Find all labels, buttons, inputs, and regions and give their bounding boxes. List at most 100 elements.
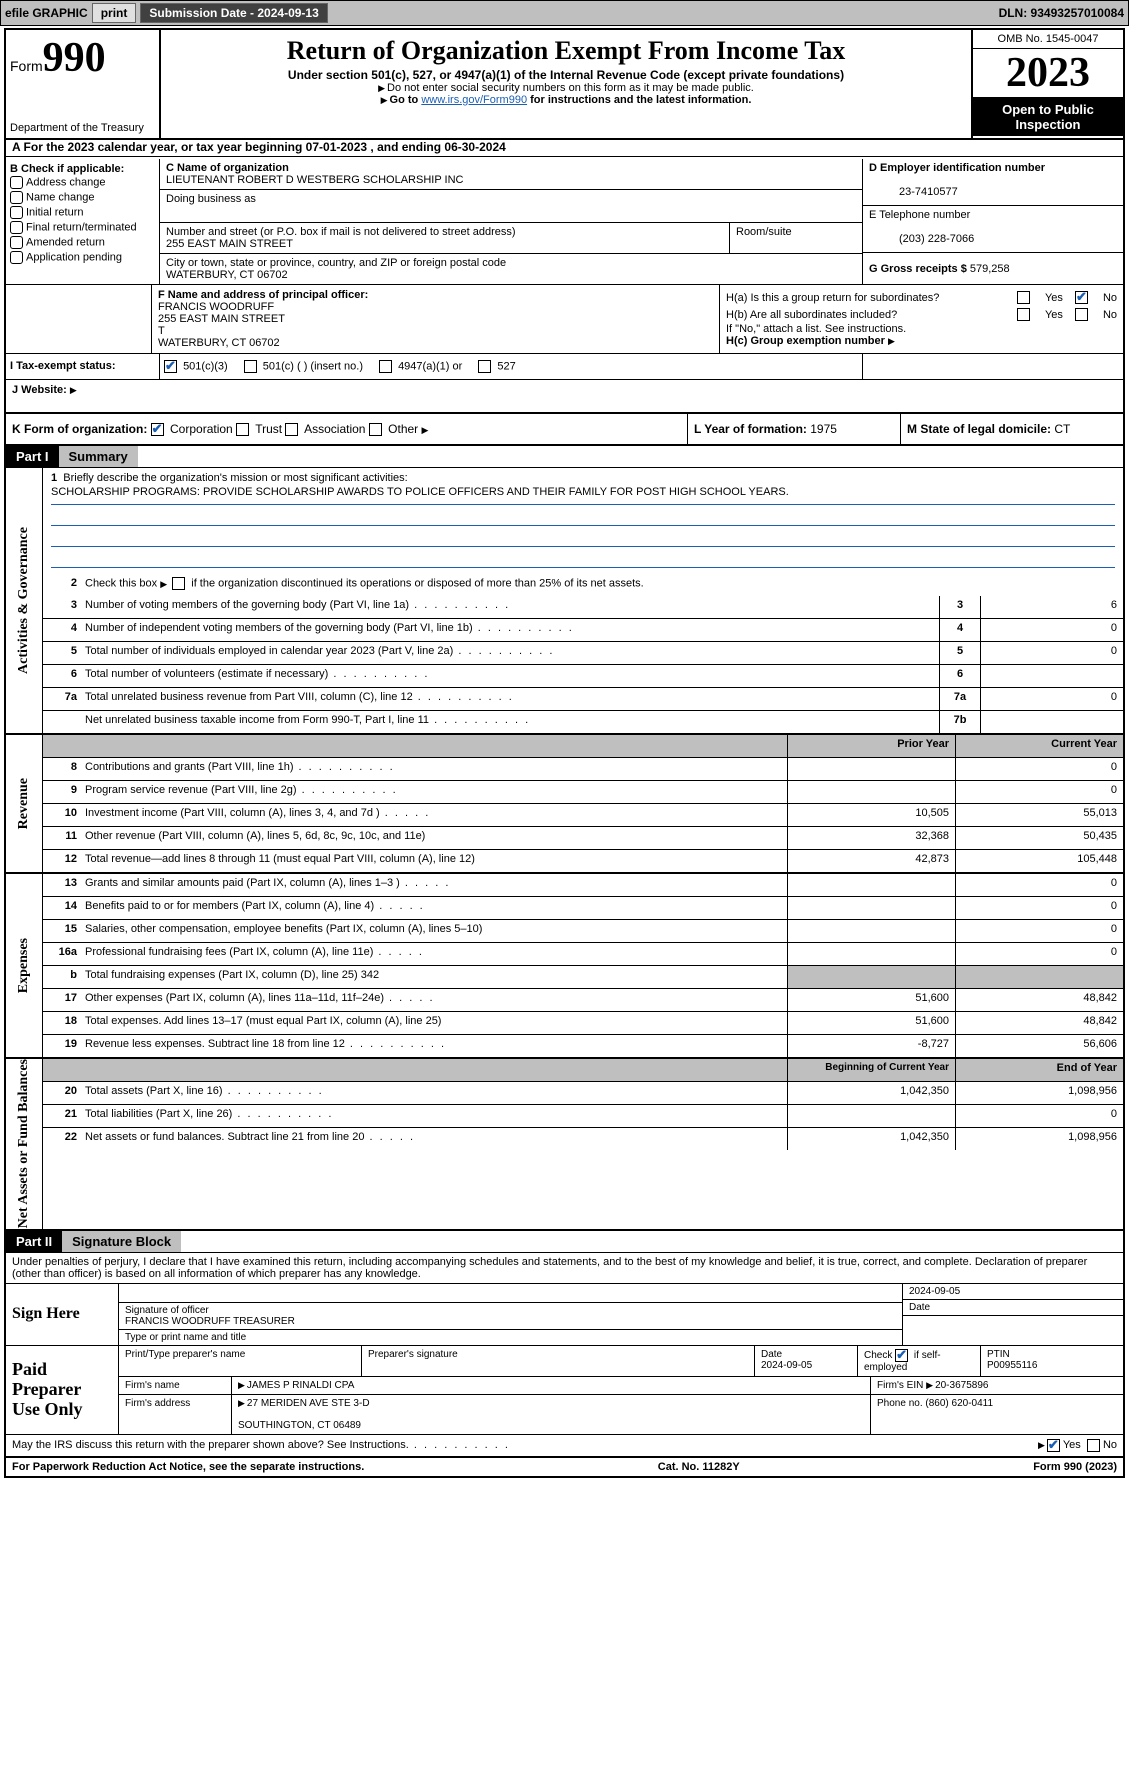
irs-link[interactable]: www.irs.gov/Form990 xyxy=(421,94,527,106)
chk-amended-return[interactable] xyxy=(10,236,23,249)
val-p11: 32,368 xyxy=(787,827,955,849)
sign-date: 2024-09-05 xyxy=(903,1284,1123,1300)
val-c21: 0 xyxy=(955,1105,1123,1127)
chk-527[interactable] xyxy=(478,360,491,373)
chk-corp[interactable] xyxy=(151,423,164,436)
firm-addr2: SOUTHINGTON, CT 06489 xyxy=(238,1420,361,1431)
chk-501c3[interactable] xyxy=(164,360,177,373)
tax-year: 2023 xyxy=(973,49,1123,98)
chk-trust[interactable] xyxy=(236,423,249,436)
section-bcde: B Check if applicable: Address change Na… xyxy=(6,159,1123,284)
paid-preparer-section: Paid Preparer Use Only Print/Type prepar… xyxy=(6,1346,1123,1435)
chk-discontinued[interactable] xyxy=(172,577,185,590)
val-p19: -8,727 xyxy=(787,1035,955,1057)
part-i-header: Part ISummary xyxy=(6,446,1123,468)
val-p12: 42,873 xyxy=(787,850,955,872)
val-c18: 48,842 xyxy=(955,1012,1123,1034)
summary-revenue: Revenue Prior Year Current Year 8Contrib… xyxy=(6,735,1123,874)
form-header: Form990 Department of the Treasury Inter… xyxy=(6,30,1123,140)
val-5: 0 xyxy=(980,642,1123,664)
section-fh: F Name and address of principal officer:… xyxy=(6,284,1123,353)
chk-ha-yes[interactable] xyxy=(1017,291,1030,304)
val-c10: 55,013 xyxy=(955,804,1123,826)
val-c11: 50,435 xyxy=(955,827,1123,849)
val-c19: 56,606 xyxy=(955,1035,1123,1057)
section-f-officer: F Name and address of principal officer:… xyxy=(152,285,720,353)
chk-501c-other[interactable] xyxy=(244,360,257,373)
chk-initial-return[interactable] xyxy=(10,206,23,219)
chk-address-change[interactable] xyxy=(10,176,23,189)
dln-label: DLN: 93493257010084 xyxy=(999,6,1124,20)
org-city: WATERBURY, CT 06702 xyxy=(166,269,288,281)
val-c9: 0 xyxy=(955,781,1123,803)
top-toolbar: efile GRAPHIC print Submission Date - 20… xyxy=(0,0,1129,26)
chk-assoc[interactable] xyxy=(285,423,298,436)
officer-name: FRANCIS WOODRUFF TREASURER xyxy=(125,1316,295,1327)
chk-application-pending[interactable] xyxy=(10,251,23,264)
val-p10: 10,505 xyxy=(787,804,955,826)
chk-ha-no[interactable] xyxy=(1075,291,1088,304)
ein: 23-7410577 xyxy=(869,186,958,198)
col-c-org-info: C Name of organization LIEUTENANT ROBERT… xyxy=(160,159,863,284)
firm-name: JAMES P RINALDI CPA xyxy=(247,1380,354,1391)
declaration-text: Under penalties of perjury, I declare th… xyxy=(6,1253,1123,1283)
summary-net-assets: Net Assets or Fund Balances Beginning of… xyxy=(6,1059,1123,1230)
summary-expenses: Expenses 13Grants and similar amounts pa… xyxy=(6,874,1123,1059)
year-formation: 1975 xyxy=(810,422,837,436)
sign-here-section: Sign Here Signature of officerFRANCIS WO… xyxy=(6,1283,1123,1346)
org-name: LIEUTENANT ROBERT D WESTBERG SCHOLARSHIP… xyxy=(166,174,463,186)
row-klm: K Form of organization: Corporation Trus… xyxy=(6,414,1123,446)
chk-self-employed[interactable] xyxy=(895,1349,908,1362)
val-3: 6 xyxy=(980,596,1123,618)
chk-final-return[interactable] xyxy=(10,221,23,234)
chk-4947[interactable] xyxy=(379,360,392,373)
row-i-tax-status: I Tax-exempt status: 501(c)(3) 501(c) ( … xyxy=(6,353,1123,379)
omb-number: OMB No. 1545-0047 xyxy=(973,30,1123,49)
subtitle-1: Under section 501(c), 527, or 4947(a)(1)… xyxy=(169,68,963,82)
print-button[interactable]: print xyxy=(92,3,137,23)
prep-date: 2024-09-05 xyxy=(761,1360,812,1371)
col-b-checkboxes: B Check if applicable: Address change Na… xyxy=(6,159,160,284)
col-de: D Employer identification number 23-7410… xyxy=(863,159,1123,284)
val-c15: 0 xyxy=(955,920,1123,942)
mission-text: SCHOLARSHIP PROGRAMS: PROVIDE SCHOLARSHI… xyxy=(51,486,1115,505)
val-p18: 51,600 xyxy=(787,1012,955,1034)
state-domicile: CT xyxy=(1054,422,1070,436)
form-footer: For Paperwork Reduction Act Notice, see … xyxy=(6,1458,1123,1476)
chk-discuss-yes[interactable] xyxy=(1047,1439,1060,1452)
chk-discuss-no[interactable] xyxy=(1087,1439,1100,1452)
org-street: 255 EAST MAIN STREET xyxy=(166,238,293,250)
chk-hb-no[interactable] xyxy=(1075,308,1088,321)
form-number: Form990 xyxy=(10,34,155,82)
summary-governance: Activities & Governance 1 Briefly descri… xyxy=(6,468,1123,735)
val-4: 0 xyxy=(980,619,1123,641)
row-a-tax-year: A For the 2023 calendar year, or tax yea… xyxy=(6,138,1123,157)
section-h: H(a) Is this a group return for subordin… xyxy=(720,285,1123,353)
chk-other[interactable] xyxy=(369,423,382,436)
val-p22: 1,042,350 xyxy=(787,1128,955,1150)
chk-name-change[interactable] xyxy=(10,191,23,204)
val-c8: 0 xyxy=(955,758,1123,780)
row-j-website: J Website: xyxy=(6,379,1123,414)
val-7a: 0 xyxy=(980,688,1123,710)
val-c12: 105,448 xyxy=(955,850,1123,872)
form-title: Return of Organization Exempt From Incom… xyxy=(169,36,963,66)
val-c22: 1,098,956 xyxy=(955,1128,1123,1150)
val-p17: 51,600 xyxy=(787,989,955,1011)
val-c17: 48,842 xyxy=(955,989,1123,1011)
dept-treasury: Department of the Treasury xyxy=(10,122,155,134)
val-c16a: 0 xyxy=(955,943,1123,965)
form-990-container: Form990 Department of the Treasury Inter… xyxy=(4,28,1125,1478)
submission-date: Submission Date - 2024-09-13 xyxy=(140,3,327,23)
discuss-row: May the IRS discuss this return with the… xyxy=(6,1435,1123,1458)
chk-hb-yes[interactable] xyxy=(1017,308,1030,321)
gross-receipts: 579,258 xyxy=(970,263,1010,275)
val-6 xyxy=(980,665,1123,687)
firm-phone: (860) 620-0411 xyxy=(925,1398,993,1409)
val-c13: 0 xyxy=(955,874,1123,896)
subtitle-3: Go to www.irs.gov/Form990 for instructio… xyxy=(169,94,963,106)
firm-ein: 20-3675896 xyxy=(935,1380,988,1391)
val-c20: 1,098,956 xyxy=(955,1082,1123,1104)
part-ii-header: Part IISignature Block xyxy=(6,1231,1123,1253)
firm-addr1: 27 MERIDEN AVE STE 3-D xyxy=(247,1398,370,1409)
